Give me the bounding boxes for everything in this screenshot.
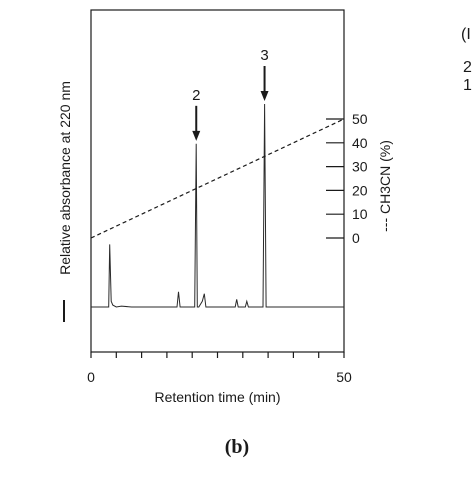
cropped-text-fragment-2: 1 [463,77,472,94]
x-axis-label: Retention time (min) [154,389,280,405]
panel-label: (b) [224,436,250,458]
peak-arrow-head [192,130,201,141]
y-axis-label-left: Relative absorbance at 220 nm [57,81,73,275]
y-axis-label-right: --- CH3CN (%) [377,140,393,232]
right-tick-label: 10 [352,206,368,222]
cropped-text-fragment-1: 2 [463,59,472,76]
ch3cn-gradient-line [90,118,345,239]
right-tick-label: 40 [352,135,368,151]
x-tick-label: 0 [87,369,95,385]
right-tick-label: 20 [352,182,368,198]
cropped-panel-label-fragment: (I [461,26,471,43]
chromatogram-trace [91,103,344,308]
peak-label: 2 [192,87,200,104]
plot-frame [90,9,345,353]
right-tick-label: 0 [352,230,360,246]
peak-label: 3 [260,47,268,64]
right-tick-label: 30 [352,159,368,175]
x-tick-label: 50 [336,369,352,385]
peak-arrow-head [260,91,269,101]
right-tick-label: 50 [352,111,368,127]
